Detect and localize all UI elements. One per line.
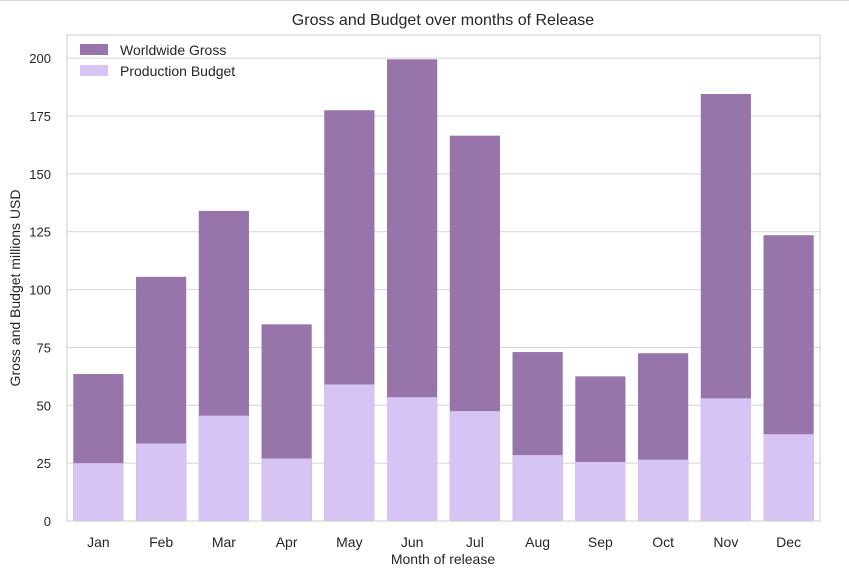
y-tick-label: 175 xyxy=(29,109,51,124)
y-tick-label: 200 xyxy=(29,51,51,66)
bar xyxy=(198,415,249,521)
top-border-line xyxy=(0,0,849,1)
x-tick-label: Jun xyxy=(401,534,424,550)
legend-item: Worldwide Gross xyxy=(80,42,226,58)
bar xyxy=(261,458,312,521)
bar xyxy=(449,411,500,521)
y-tick-label: 25 xyxy=(37,456,51,471)
bar xyxy=(638,459,689,521)
x-axis-label: Month of release xyxy=(391,551,495,567)
y-tick-label: 0 xyxy=(44,514,51,529)
y-axis-label: Gross and Budget millions USD xyxy=(7,190,23,387)
x-tick-label: Jan xyxy=(87,534,110,550)
chart-title: Gross and Budget over months of Release xyxy=(292,12,594,29)
x-tick-label: Dec xyxy=(776,534,801,550)
x-tick-label: Feb xyxy=(149,534,173,550)
legend-swatch xyxy=(80,65,108,76)
legend-item: Production Budget xyxy=(80,63,235,79)
x-tick-label: Mar xyxy=(212,534,236,550)
x-tick-label: Oct xyxy=(652,534,674,550)
y-tick-labels: 0 25 50 75 100 125 150 175 200 xyxy=(29,51,51,529)
y-tick-label: 75 xyxy=(37,340,51,355)
x-tick-label: Aug xyxy=(525,534,550,550)
x-tick-labels: Jan Feb Mar Apr May Jun Jul Aug Sep Oct Nov Dec xyxy=(87,534,801,550)
bar xyxy=(575,461,626,521)
legend: Worldwide Gross Production Budget xyxy=(80,42,235,79)
y-tick-label: 125 xyxy=(29,225,51,240)
legend-swatch xyxy=(80,44,108,55)
x-tick-label: Sep xyxy=(588,534,613,550)
legend-label: Worldwide Gross xyxy=(120,42,226,58)
bar xyxy=(136,443,187,521)
bars-layer xyxy=(73,59,814,522)
bar xyxy=(700,398,751,521)
x-tick-label: Jul xyxy=(466,534,484,550)
series-production-budget xyxy=(73,384,814,521)
plot-frame xyxy=(66,34,821,522)
bar xyxy=(387,397,438,521)
bar xyxy=(324,384,375,521)
bar xyxy=(763,434,814,521)
bar xyxy=(512,455,563,521)
x-tick-label: Nov xyxy=(713,534,738,550)
y-tick-label: 150 xyxy=(29,167,51,182)
x-tick-label: May xyxy=(336,534,362,550)
bar xyxy=(73,463,124,521)
x-tick-label: Apr xyxy=(276,534,298,550)
y-tick-label: 100 xyxy=(29,283,51,298)
y-tick-label: 50 xyxy=(37,398,51,413)
legend-label: Production Budget xyxy=(120,63,235,79)
